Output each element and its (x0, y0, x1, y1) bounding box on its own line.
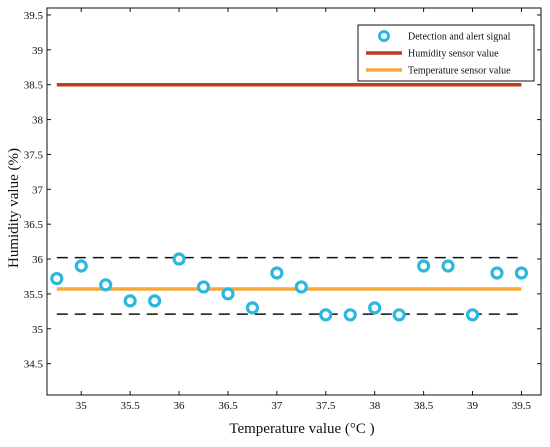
legend: Detection and alert signal Humidity senso… (357, 24, 535, 82)
detection-signal-point (319, 308, 333, 322)
y-tick-label: 34.5 (24, 359, 44, 371)
plot-frame (46, 7, 542, 396)
detection-signal-point (245, 301, 260, 315)
detection-signal-point (172, 252, 186, 266)
x-tick-label: 37.5 (316, 400, 336, 412)
y-tick-label: 37.5 (24, 149, 44, 161)
x-tick-label: 36.5 (218, 400, 238, 412)
lines-layer (56, 82, 522, 315)
x-tick-label: 38.5 (414, 400, 434, 412)
detection-signal-point (221, 287, 235, 301)
detection-signal-point (50, 271, 64, 286)
points-layer (50, 252, 529, 322)
x-tick-label: 35 (76, 400, 88, 412)
detection-signal-point (99, 278, 113, 292)
axes-layer: 35 35.5 36 36.5 37 37.5 38 38.5 39 39.5 34.5 35 35.5… (24, 7, 542, 412)
detection-signal-point (148, 294, 162, 308)
x-tick-label: 36 (174, 400, 186, 412)
detection-signal-point (343, 308, 357, 322)
y-tick-label: 35 (32, 324, 44, 336)
y-axis-label: Humidity value (%) (6, 148, 22, 268)
detection-signal-point (294, 280, 308, 294)
y-tick-label: 39.5 (24, 10, 44, 22)
detection-signal-point (123, 294, 137, 308)
x-axis-label: Temperature value (°C ) (229, 421, 374, 437)
legend-marker-ring (378, 30, 390, 42)
x-tick-label: 35.5 (121, 400, 141, 412)
y-tick-label: 37 (32, 184, 44, 196)
x-tick-label: 39 (467, 400, 479, 412)
detection-signal-point (514, 266, 529, 280)
y-tick-label: 36.5 (24, 219, 44, 231)
legend-label: Humidity sensor value (408, 49, 499, 60)
y-tick-label: 39 (32, 45, 44, 57)
x-tick-label: 38 (369, 400, 381, 412)
detection-signal-point (270, 266, 284, 280)
y-tick-label: 35.5 (24, 289, 44, 301)
detection-signal-point (74, 259, 88, 273)
legend-label: Temperature sensor value (408, 66, 511, 77)
y-tick-label: 38.5 (24, 80, 44, 92)
detection-signal-point (196, 280, 211, 294)
x-tick-label: 37 (271, 400, 283, 412)
detection-signal-point (441, 259, 455, 273)
legend-label: Detection and alert signal (408, 32, 511, 43)
y-tick-label: 36 (32, 254, 44, 266)
detection-signal-point (490, 266, 504, 280)
detection-signal-point (417, 259, 431, 273)
y-tick-label: 38 (32, 115, 44, 127)
detection-signal-point (368, 301, 382, 315)
detection-signal-point (465, 308, 480, 322)
detection-signal-point (392, 308, 406, 322)
x-tick-label: 39.5 (512, 400, 532, 412)
